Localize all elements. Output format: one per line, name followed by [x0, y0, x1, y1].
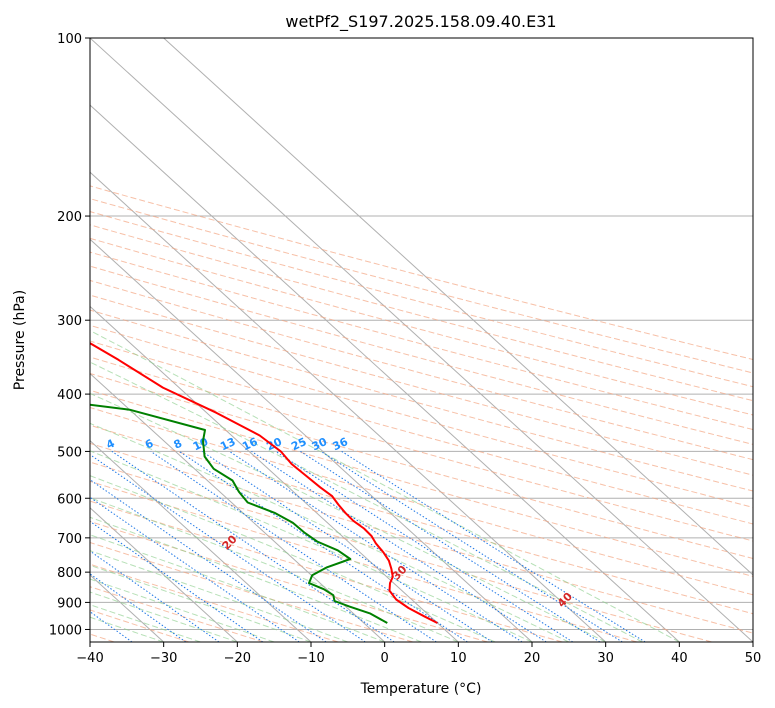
- y-tick-label: 100: [57, 32, 82, 47]
- dry-adiabat: [90, 251, 753, 431]
- y-tick-label: 900: [57, 596, 82, 611]
- y-tick-label: 400: [57, 388, 82, 403]
- mixing-ratio-label: 25: [289, 435, 308, 453]
- isotherm-gridline: [90, 104, 680, 642]
- dry-adiabat: [90, 211, 753, 388]
- moist-adiabat: [90, 422, 570, 642]
- mixing-ratio-line: [229, 450, 523, 642]
- dry-adiabat: [90, 389, 753, 577]
- mixing-ratio-label: 10: [191, 435, 211, 453]
- x-tick-label: 20: [524, 651, 541, 666]
- chart-title: wetPf2_S197.2025.158.09.40.E31: [285, 12, 556, 32]
- isotherm-gridline: [163, 38, 753, 576]
- x-tick-label: −30: [150, 651, 177, 666]
- dewpoint-line: [90, 403, 388, 624]
- x-tick-label: −20: [224, 651, 251, 666]
- x-axis: −40 −30 −20 −10 0 10 20 30 40 50: [76, 642, 761, 666]
- dry-adiabat: [90, 500, 563, 642]
- dry-adiabat: [90, 185, 753, 361]
- isotherm-gridline: [90, 372, 386, 642]
- dry-adiabat: [90, 542, 414, 642]
- x-tick-label: 0: [381, 651, 389, 666]
- mixing-ratio-label: 4: [104, 437, 117, 452]
- mixing-ratio-line: [201, 450, 493, 642]
- mixing-ratio-label: 36: [331, 435, 351, 453]
- x-tick-label: 30: [597, 651, 614, 666]
- x-tick-label: 40: [671, 651, 688, 666]
- dry-adiabat: [90, 480, 638, 642]
- temperature-line: [90, 342, 438, 624]
- mixing-ratio-line: [179, 450, 468, 642]
- moist-adiabat: [90, 497, 459, 642]
- x-tick-label: 10: [450, 651, 467, 666]
- dry-adiabat: [90, 442, 753, 634]
- mixing-ratio-line: [90, 520, 264, 642]
- dry-adiabat: [90, 609, 189, 642]
- moist-adiabat: [90, 604, 201, 642]
- dry-adiabat: [90, 265, 753, 445]
- y-axis: 100 200 300 400 500 600 700 800 900 1000: [49, 32, 90, 638]
- y-tick-label: 300: [57, 314, 82, 329]
- mixing-ratio-label: 13: [218, 435, 237, 453]
- dry-adiabat: [90, 461, 712, 642]
- moist-adiabat: [90, 578, 275, 642]
- mixing-ratio-line: [111, 450, 395, 642]
- y-tick-label: 600: [57, 492, 82, 507]
- dry-adiabat-label: 20: [220, 532, 240, 552]
- y-tick-label: 500: [57, 445, 82, 460]
- mixing-ratio-label: 1.5: [11, 434, 34, 454]
- isotherm-gridline: [90, 38, 753, 642]
- isotherm-gridline: [90, 305, 459, 642]
- mixing-ratio-line: [150, 450, 437, 642]
- x-tick-label: −40: [76, 651, 103, 666]
- dry-adiabat-label: 40: [555, 590, 575, 610]
- dry-adiabat: [90, 424, 753, 615]
- mixing-ratio-label: 20: [265, 435, 285, 453]
- dry-adiabat: [90, 406, 753, 596]
- moist-adiabat: [90, 534, 385, 642]
- mixing-ratio-line: [275, 450, 574, 642]
- mixing-ratio-line: [90, 496, 300, 642]
- mixing-ratio-line: [90, 573, 187, 642]
- dry-adiabat: [90, 563, 339, 642]
- dry-adiabat: [90, 520, 488, 642]
- y-axis-label: Pressure (hPa): [12, 290, 28, 390]
- mixing-ratio-label: 16: [240, 435, 260, 453]
- mixing-ratio-line: [320, 450, 623, 642]
- y-tick-label: 200: [57, 210, 82, 225]
- moist-adiabat: [90, 330, 680, 642]
- x-axis-label: Temperature (°C): [360, 681, 482, 697]
- y-tick-label: 800: [57, 566, 82, 581]
- moist-adiabat: [90, 450, 533, 642]
- moist-adiabat: [90, 392, 606, 642]
- dry-adiabat: [90, 340, 753, 525]
- grid-layer: [90, 38, 753, 642]
- dry-adiabat: [90, 586, 264, 642]
- x-tick-label: 50: [745, 651, 762, 666]
- isotherm-gridline: [90, 238, 533, 642]
- dry-adiabat: [90, 224, 753, 402]
- series-layer: [90, 342, 438, 624]
- y-tick-label: 700: [57, 532, 82, 547]
- moist-adiabat: [90, 564, 312, 642]
- isotherm-gridline: [90, 507, 238, 642]
- mixing-ratio-label: 2: [41, 437, 53, 452]
- mixing-ratio-line: [251, 450, 547, 642]
- dry-adiabat: [90, 324, 753, 508]
- mixing-ratio-line: [341, 450, 646, 642]
- mixing-ratio-label: 30: [310, 435, 330, 453]
- moist-adiabat: [90, 361, 643, 642]
- mixing-ratio-line: [300, 450, 601, 642]
- plot-frame: [89, 37, 754, 643]
- isotherm-gridline: [90, 439, 312, 642]
- x-tick-label: −10: [297, 651, 324, 666]
- mixing-ratio-line: [90, 479, 327, 642]
- y-tick-label: 1000: [49, 623, 82, 638]
- moist-adiabat: [90, 550, 348, 642]
- isotherm-gridline: [90, 171, 607, 642]
- moist-adiabat: [90, 475, 496, 642]
- moist-adiabat: [90, 591, 238, 642]
